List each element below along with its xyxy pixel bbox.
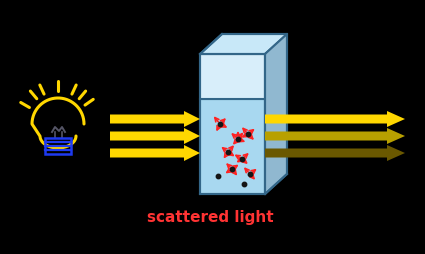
Polygon shape — [200, 35, 287, 55]
Polygon shape — [200, 55, 265, 100]
Polygon shape — [110, 112, 200, 128]
Polygon shape — [110, 129, 200, 145]
Polygon shape — [265, 35, 287, 194]
Polygon shape — [200, 100, 265, 194]
Polygon shape — [265, 146, 405, 161]
Polygon shape — [265, 112, 405, 128]
Polygon shape — [110, 146, 200, 161]
Text: scattered light: scattered light — [147, 210, 273, 225]
Polygon shape — [265, 129, 405, 145]
